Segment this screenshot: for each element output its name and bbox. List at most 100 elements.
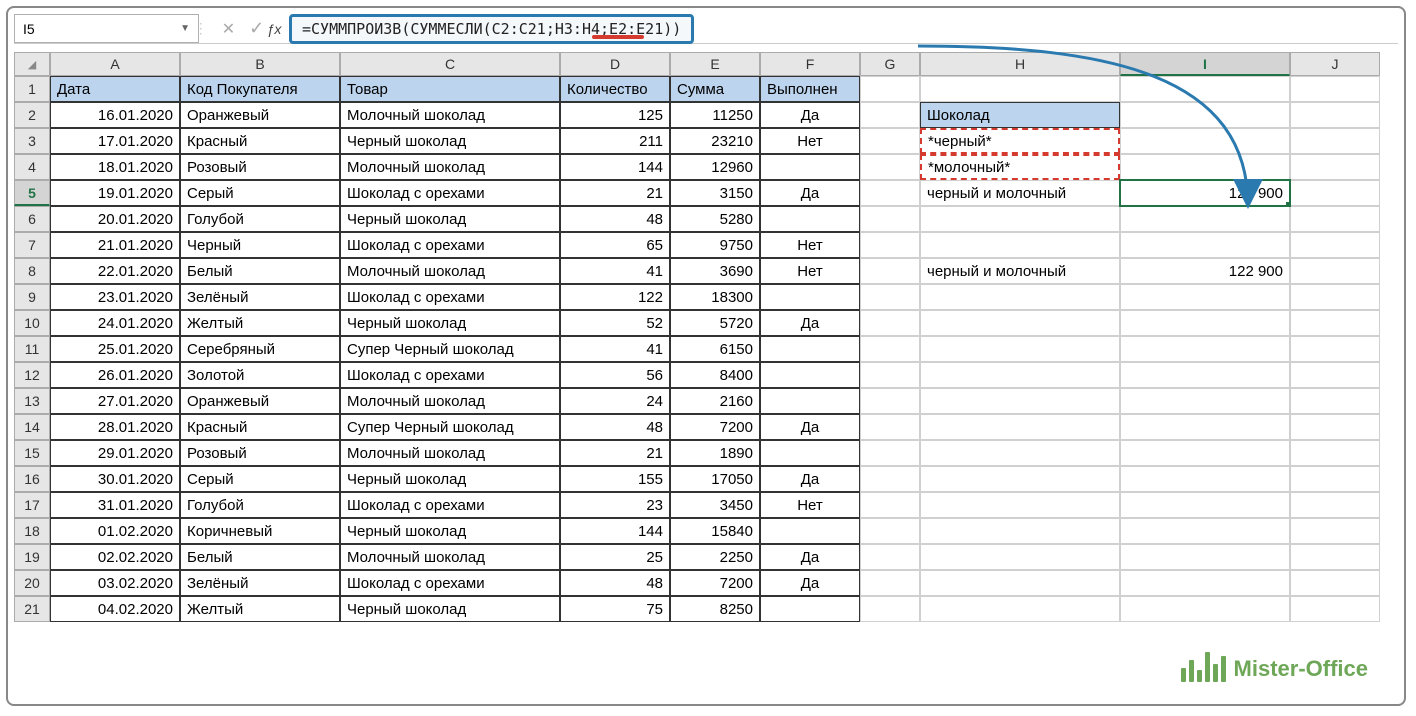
cell-H3[interactable]: *черный*	[920, 128, 1120, 154]
cell-I16[interactable]	[1120, 466, 1290, 492]
row-header-19[interactable]: 19	[14, 544, 50, 570]
cell-H6[interactable]	[920, 206, 1120, 232]
column-header-F[interactable]: F	[760, 52, 860, 76]
cell-J9[interactable]	[1290, 284, 1380, 310]
cell-J14[interactable]	[1290, 414, 1380, 440]
column-header-A[interactable]: A	[50, 52, 180, 76]
row-header-13[interactable]: 13	[14, 388, 50, 414]
cell-J13[interactable]	[1290, 388, 1380, 414]
cell-C2[interactable]: Молочный шоколад	[340, 102, 560, 128]
cell-G10[interactable]	[860, 310, 920, 336]
cell-B21[interactable]: Желтый	[180, 596, 340, 622]
row-header-2[interactable]: 2	[14, 102, 50, 128]
cell-C12[interactable]: Шоколад с орехами	[340, 362, 560, 388]
row-header-12[interactable]: 12	[14, 362, 50, 388]
cell-D19[interactable]: 25	[560, 544, 670, 570]
cell-I11[interactable]	[1120, 336, 1290, 362]
cell-F6[interactable]	[760, 206, 860, 232]
cell-J11[interactable]	[1290, 336, 1380, 362]
cell-J1[interactable]	[1290, 76, 1380, 102]
cell-G4[interactable]	[860, 154, 920, 180]
cell-I17[interactable]	[1120, 492, 1290, 518]
cell-B16[interactable]: Серый	[180, 466, 340, 492]
cell-B4[interactable]: Розовый	[180, 154, 340, 180]
cell-H7[interactable]	[920, 232, 1120, 258]
cell-H15[interactable]	[920, 440, 1120, 466]
cell-H16[interactable]	[920, 466, 1120, 492]
cell-F5[interactable]: Да	[760, 180, 860, 206]
row-header-11[interactable]: 11	[14, 336, 50, 362]
cell-I20[interactable]	[1120, 570, 1290, 596]
column-header-G[interactable]: G	[860, 52, 920, 76]
cell-A9[interactable]: 23.01.2020	[50, 284, 180, 310]
cell-H12[interactable]	[920, 362, 1120, 388]
cell-A6[interactable]: 20.01.2020	[50, 206, 180, 232]
cell-D1[interactable]: Количество	[560, 76, 670, 102]
cancel-icon[interactable]: ✕	[222, 19, 235, 39]
cell-H17[interactable]	[920, 492, 1120, 518]
cell-H13[interactable]	[920, 388, 1120, 414]
row-header-21[interactable]: 21	[14, 596, 50, 622]
cell-F9[interactable]	[760, 284, 860, 310]
cell-A3[interactable]: 17.01.2020	[50, 128, 180, 154]
cell-H14[interactable]	[920, 414, 1120, 440]
cell-G11[interactable]	[860, 336, 920, 362]
cell-D7[interactable]: 65	[560, 232, 670, 258]
cell-I12[interactable]	[1120, 362, 1290, 388]
cell-E6[interactable]: 5280	[670, 206, 760, 232]
cell-B12[interactable]: Золотой	[180, 362, 340, 388]
cell-F21[interactable]	[760, 596, 860, 622]
row-header-4[interactable]: 4	[14, 154, 50, 180]
cell-I18[interactable]	[1120, 518, 1290, 544]
cell-C4[interactable]: Молочный шоколад	[340, 154, 560, 180]
cell-G12[interactable]	[860, 362, 920, 388]
cell-C5[interactable]: Шоколад с орехами	[340, 180, 560, 206]
cell-H1[interactable]	[920, 76, 1120, 102]
cell-I6[interactable]	[1120, 206, 1290, 232]
cell-B5[interactable]: Серый	[180, 180, 340, 206]
cell-C21[interactable]: Черный шоколад	[340, 596, 560, 622]
fx-icon[interactable]: ƒx	[259, 14, 289, 43]
cell-C11[interactable]: Супер Черный шоколад	[340, 336, 560, 362]
cell-G8[interactable]	[860, 258, 920, 284]
cell-G9[interactable]	[860, 284, 920, 310]
cell-D10[interactable]: 52	[560, 310, 670, 336]
cell-H10[interactable]	[920, 310, 1120, 336]
cell-C20[interactable]: Шоколад с орехами	[340, 570, 560, 596]
cell-A21[interactable]: 04.02.2020	[50, 596, 180, 622]
cell-D14[interactable]: 48	[560, 414, 670, 440]
cell-D2[interactable]: 125	[560, 102, 670, 128]
row-header-17[interactable]: 17	[14, 492, 50, 518]
cell-A8[interactable]: 22.01.2020	[50, 258, 180, 284]
cell-F8[interactable]: Нет	[760, 258, 860, 284]
cell-I19[interactable]	[1120, 544, 1290, 570]
cell-J7[interactable]	[1290, 232, 1380, 258]
cell-G3[interactable]	[860, 128, 920, 154]
cell-J8[interactable]	[1290, 258, 1380, 284]
cell-C1[interactable]: Товар	[340, 76, 560, 102]
cell-A13[interactable]: 27.01.2020	[50, 388, 180, 414]
cell-F1[interactable]: Выполнен	[760, 76, 860, 102]
spreadsheet-grid[interactable]: ◢ABCDEFGHIJ1ДатаКод ПокупателяТоварКолич…	[14, 52, 1398, 622]
cell-E18[interactable]: 15840	[670, 518, 760, 544]
cell-J16[interactable]	[1290, 466, 1380, 492]
cell-C9[interactable]: Шоколад с орехами	[340, 284, 560, 310]
cell-J21[interactable]	[1290, 596, 1380, 622]
column-header-E[interactable]: E	[670, 52, 760, 76]
cell-A4[interactable]: 18.01.2020	[50, 154, 180, 180]
cell-F13[interactable]	[760, 388, 860, 414]
cell-I4[interactable]	[1120, 154, 1290, 180]
cell-C18[interactable]: Черный шоколад	[340, 518, 560, 544]
cell-D16[interactable]: 155	[560, 466, 670, 492]
cell-G2[interactable]	[860, 102, 920, 128]
cell-B15[interactable]: Розовый	[180, 440, 340, 466]
row-header-5[interactable]: 5	[14, 180, 50, 206]
cell-F2[interactable]: Да	[760, 102, 860, 128]
cell-G7[interactable]	[860, 232, 920, 258]
cell-E19[interactable]: 2250	[670, 544, 760, 570]
cell-A1[interactable]: Дата	[50, 76, 180, 102]
cell-A18[interactable]: 01.02.2020	[50, 518, 180, 544]
cell-H9[interactable]	[920, 284, 1120, 310]
cell-B9[interactable]: Зелёный	[180, 284, 340, 310]
column-header-J[interactable]: J	[1290, 52, 1380, 76]
